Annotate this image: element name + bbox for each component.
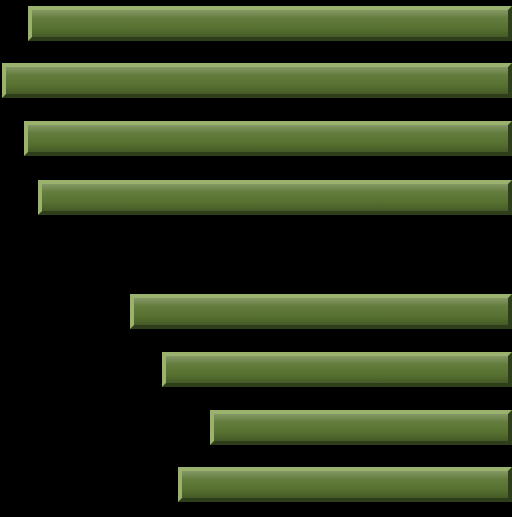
bar-chart bbox=[0, 0, 512, 517]
bar-2 bbox=[24, 121, 512, 156]
bar-1 bbox=[2, 63, 512, 98]
bar-6 bbox=[210, 410, 512, 445]
bar-4 bbox=[130, 294, 512, 329]
bar-3 bbox=[38, 180, 512, 215]
bar-7 bbox=[178, 467, 512, 502]
bar-5 bbox=[162, 352, 512, 387]
bar-0 bbox=[28, 6, 512, 41]
